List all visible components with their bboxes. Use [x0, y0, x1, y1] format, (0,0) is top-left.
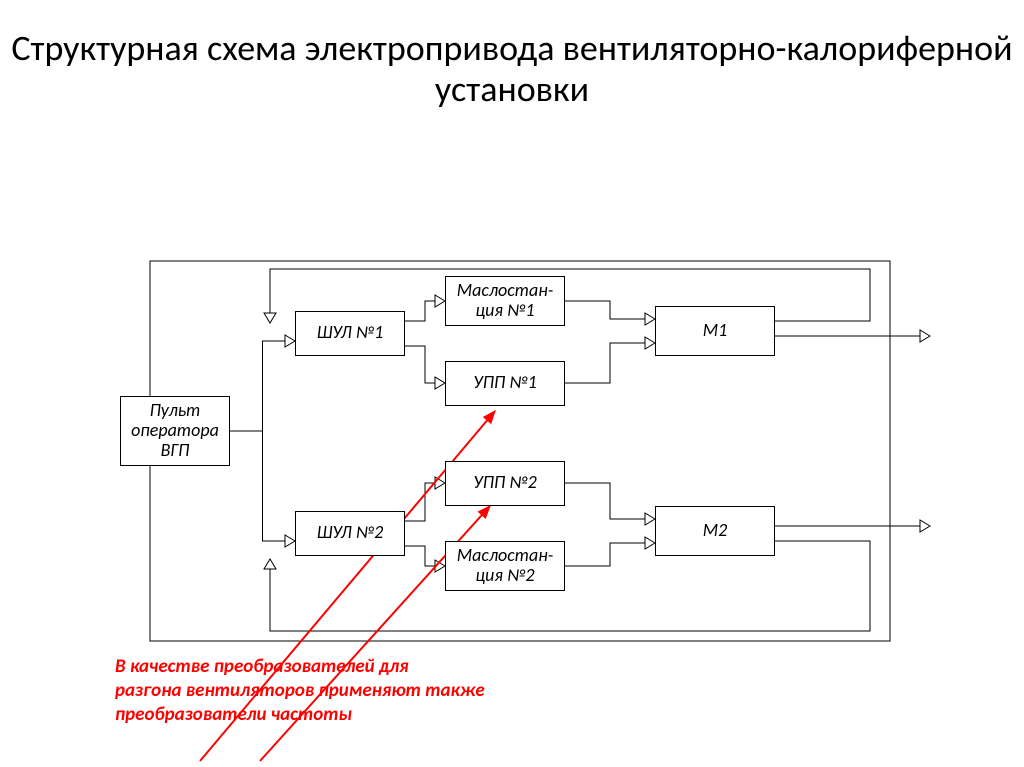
diagram-container: Пульт оператора ВГП ШУЛ №1 ШУЛ №2 Маслостан…: [0, 111, 1024, 671]
node-m2: М2: [655, 506, 775, 556]
node-pult: Пульт оператора ВГП: [120, 396, 230, 466]
node-m1: М1: [655, 306, 775, 356]
node-shul1: ШУЛ №1: [295, 311, 405, 356]
node-maslo2: Маслостан- ция №2: [445, 541, 565, 591]
node-maslo1: Маслостан- ция №1: [445, 276, 565, 326]
node-upp1: УПП №1: [445, 361, 565, 406]
node-upp2: УПП №2: [445, 461, 565, 506]
page-title: Структурная схема электропривода вентиля…: [0, 0, 1024, 111]
annotation-text: В качестве преобразователей для разгона …: [115, 655, 485, 726]
node-shul2: ШУЛ №2: [295, 511, 405, 556]
